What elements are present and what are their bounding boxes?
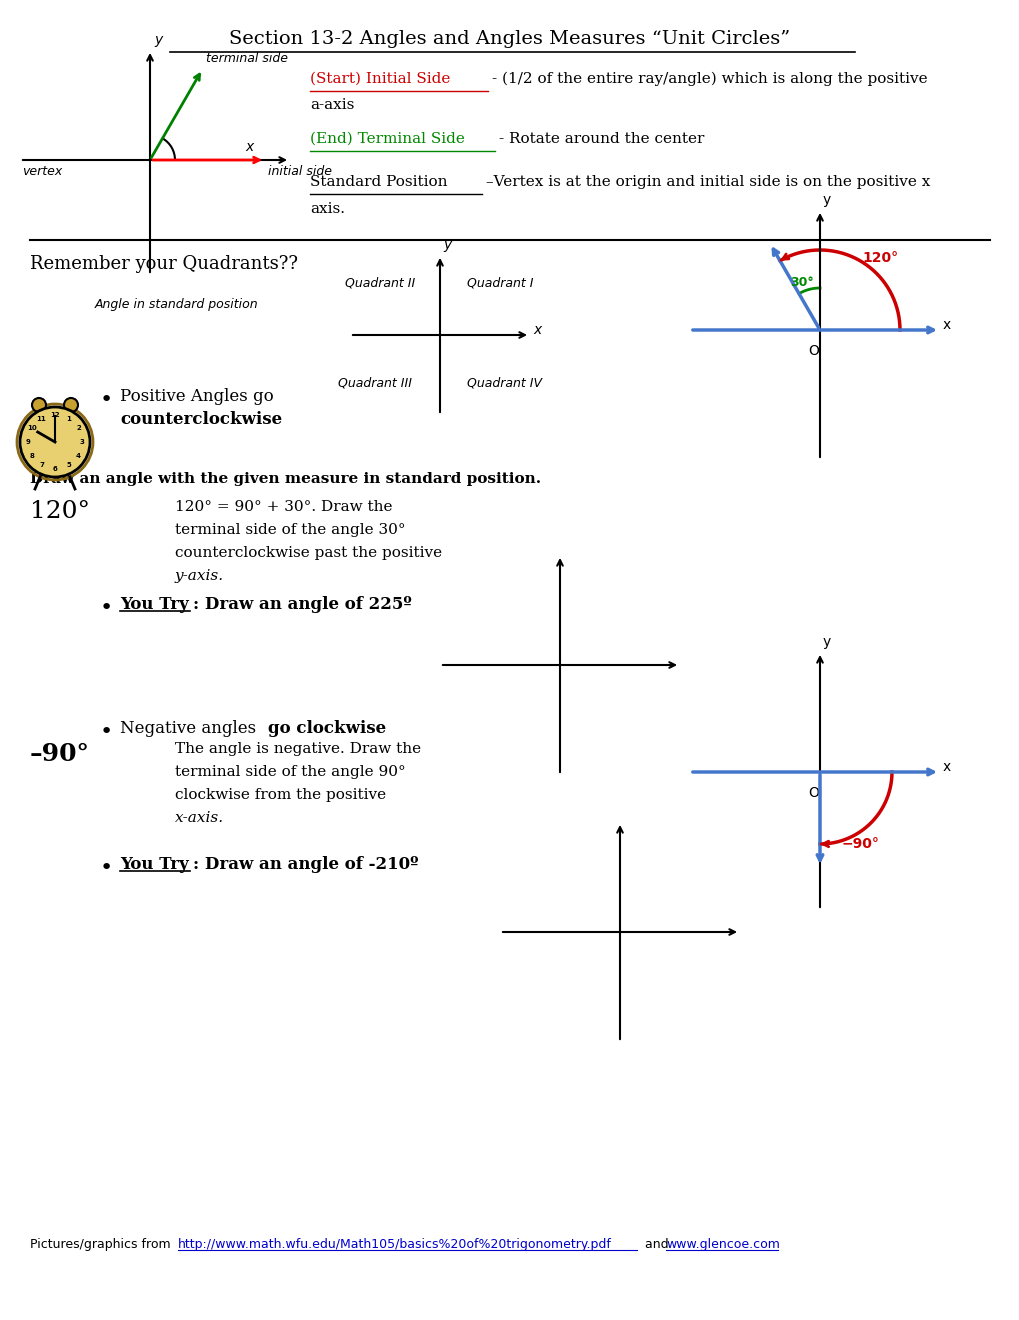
Text: counterclockwise: counterclockwise: [120, 411, 282, 428]
Text: The angle is negative. Draw the: The angle is negative. Draw the: [175, 742, 421, 756]
Text: 120°: 120°: [30, 500, 90, 523]
Text: •: •: [100, 858, 113, 878]
Text: terminal side of the angle 90°: terminal side of the angle 90°: [175, 766, 406, 779]
Text: Pictures/graphics from: Pictures/graphics from: [30, 1238, 174, 1251]
Text: 7: 7: [39, 462, 44, 469]
Text: y: y: [442, 238, 450, 252]
Text: O: O: [807, 785, 818, 800]
Text: You Try: You Try: [120, 855, 189, 873]
Text: y: y: [822, 635, 830, 649]
Text: vertex: vertex: [22, 165, 62, 178]
Text: Positive Angles go: Positive Angles go: [120, 388, 273, 405]
Text: 6: 6: [53, 466, 57, 473]
Text: 10: 10: [26, 425, 37, 432]
Text: 3: 3: [79, 440, 85, 445]
Text: Remember your Quadrants??: Remember your Quadrants??: [30, 255, 298, 273]
Text: 30°: 30°: [790, 276, 813, 289]
Text: O: O: [807, 345, 818, 358]
Text: −90°: −90°: [841, 837, 879, 851]
Text: •: •: [100, 722, 113, 742]
Text: 9: 9: [25, 440, 31, 445]
Text: initial side: initial side: [268, 165, 331, 178]
Text: terminal side of the angle 30°: terminal side of the angle 30°: [175, 523, 406, 537]
Text: y: y: [822, 193, 830, 207]
Text: go clockwise: go clockwise: [268, 719, 386, 737]
Circle shape: [64, 399, 77, 412]
Text: x‐axis.: x‐axis.: [175, 810, 224, 825]
Text: 8: 8: [30, 453, 34, 458]
Text: •: •: [100, 389, 113, 411]
Text: Negative angles: Negative angles: [120, 719, 261, 737]
Text: Quadrant IV: Quadrant IV: [467, 376, 542, 389]
Text: Draw an angle with the given measure in standard position.: Draw an angle with the given measure in …: [30, 473, 541, 486]
Text: 1: 1: [66, 416, 71, 421]
Text: a-axis: a-axis: [310, 98, 354, 112]
Circle shape: [32, 399, 46, 412]
Text: www.glencoe.com: www.glencoe.com: [665, 1238, 780, 1251]
Text: –90°: –90°: [30, 742, 90, 766]
Text: - Rotate around the center: - Rotate around the center: [498, 132, 704, 147]
Text: : Draw an angle of 225º: : Draw an angle of 225º: [193, 597, 412, 612]
Text: Quadrant III: Quadrant III: [337, 376, 412, 389]
Text: 5: 5: [66, 462, 70, 469]
Text: x: x: [943, 318, 951, 333]
Text: axis.: axis.: [310, 202, 344, 216]
Text: and: and: [640, 1238, 672, 1251]
Text: 2: 2: [76, 425, 81, 432]
Text: •: •: [100, 598, 113, 618]
Text: x: x: [533, 323, 541, 337]
Text: –Vertex is at the origin and initial side is on the positive x: –Vertex is at the origin and initial sid…: [485, 176, 929, 189]
Text: http://www.math.wfu.edu/Math105/basics%20of%20trigonometry.pdf: http://www.math.wfu.edu/Math105/basics%2…: [178, 1238, 611, 1251]
Text: Quadrant II: Quadrant II: [344, 276, 415, 289]
Text: terminal side: terminal side: [206, 51, 288, 65]
Text: counterclockwise past the positive: counterclockwise past the positive: [175, 546, 441, 560]
Text: Angle in standard position: Angle in standard position: [95, 298, 259, 312]
Text: Section 13-2 Angles and Angles Measures “Unit Circles”: Section 13-2 Angles and Angles Measures …: [229, 30, 790, 48]
Text: 120°: 120°: [861, 251, 898, 265]
Text: 11: 11: [37, 416, 46, 421]
Circle shape: [20, 407, 90, 477]
Text: 4: 4: [75, 453, 81, 458]
Text: Standard Position: Standard Position: [310, 176, 447, 189]
Text: 12: 12: [50, 412, 60, 418]
Text: clockwise from the positive: clockwise from the positive: [175, 788, 386, 803]
Text: Quadrant I: Quadrant I: [467, 276, 533, 289]
Text: - (1/2 of the entire ray/angle) which is along the positive: - (1/2 of the entire ray/angle) which is…: [491, 73, 926, 86]
Text: (End) Terminal Side: (End) Terminal Side: [310, 132, 465, 147]
Text: y: y: [154, 33, 162, 48]
Text: x: x: [245, 140, 253, 154]
Text: (Start) Initial Side: (Start) Initial Side: [310, 73, 450, 86]
Text: You Try: You Try: [120, 597, 189, 612]
Text: 120° = 90° + 30°. Draw the: 120° = 90° + 30°. Draw the: [175, 500, 392, 513]
Text: : Draw an angle of -210º: : Draw an angle of -210º: [193, 855, 418, 873]
Text: y‐axis.: y‐axis.: [175, 569, 224, 583]
Text: x: x: [943, 760, 951, 774]
